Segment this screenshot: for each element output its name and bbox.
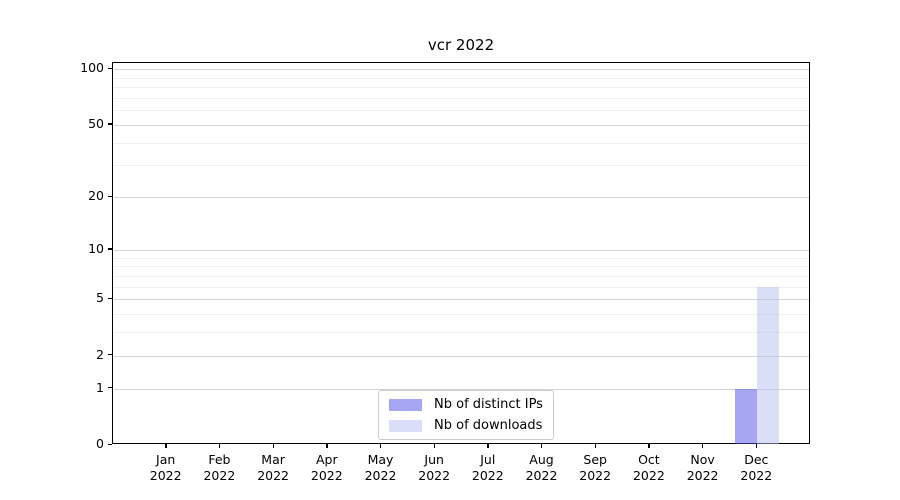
x-tick-label: Jul 2022 [456, 452, 520, 484]
x-tick-month: Dec [744, 452, 769, 467]
x-tick-year: 2022 [525, 468, 558, 483]
x-tick-month: Sep [583, 452, 607, 467]
x-tick-year: 2022 [364, 468, 397, 483]
minor-gridline [113, 257, 809, 259]
y-tick-mark [108, 443, 112, 445]
x-tick-month: May [367, 452, 394, 467]
x-tick-year: 2022 [203, 468, 236, 483]
y-tick-label: 2 [96, 346, 104, 362]
minor-gridline [113, 77, 809, 79]
major-gridline [113, 69, 809, 71]
x-tick-month: Jul [480, 452, 496, 467]
y-tick-mark [108, 195, 112, 197]
minor-gridline [113, 97, 809, 99]
legend-label-distinct-ips: Nb of distinct IPs [434, 397, 543, 412]
legend-item-downloads: Nb of downloads [389, 418, 543, 433]
y-tick-label: 20 [88, 188, 104, 204]
y-tick-label: 0 [96, 436, 104, 451]
minor-gridline [113, 165, 809, 167]
y-tick-mark [108, 123, 112, 125]
x-tick-label: Jan 2022 [134, 452, 198, 484]
y-tick-mark [108, 354, 112, 356]
x-tick-label: Dec 2022 [724, 452, 788, 484]
x-tick-mark [165, 444, 167, 448]
x-tick-label: Jun 2022 [402, 452, 466, 484]
plot-area [112, 62, 810, 444]
x-tick-month: Jun [424, 452, 444, 467]
legend: Nb of distinct IPs Nb of downloads [378, 390, 554, 440]
x-tick-mark [380, 444, 382, 448]
x-tick-label: Oct 2022 [617, 452, 681, 484]
legend-swatch-distinct-ips-icon [389, 398, 422, 411]
y-tick-label: 50 [88, 115, 104, 131]
legend-item-distinct-ips: Nb of distinct IPs [389, 397, 543, 412]
x-tick-year: 2022 [418, 468, 451, 483]
minor-gridline [113, 286, 809, 288]
x-tick-month: Oct [638, 452, 660, 467]
bar-downloads [757, 286, 780, 444]
x-tick-month: Jan [156, 452, 176, 467]
minor-gridline [113, 110, 809, 112]
major-gridline [113, 355, 809, 357]
x-tick-year: 2022 [257, 468, 289, 483]
minor-gridline [113, 142, 809, 144]
x-tick-mark [272, 444, 274, 448]
major-gridline [113, 197, 809, 199]
minor-gridline [113, 87, 809, 89]
y-tick-mark [108, 297, 112, 299]
x-tick-label: Feb 2022 [187, 452, 251, 484]
x-tick-mark [326, 444, 328, 448]
x-tick-month: Feb [208, 452, 231, 467]
minor-gridline [113, 313, 809, 315]
x-tick-mark [541, 444, 543, 448]
x-tick-year: 2022 [579, 468, 612, 483]
x-tick-mark [648, 444, 650, 448]
x-tick-year: 2022 [471, 468, 504, 483]
major-gridline [113, 388, 809, 390]
y-tick-mark [108, 67, 112, 70]
legend-label-downloads: Nb of downloads [434, 418, 543, 433]
chart-title: vcr 2022 [427, 36, 495, 54]
minor-gridline [113, 275, 809, 277]
x-tick-label: Sep 2022 [563, 452, 627, 484]
x-tick-year: 2022 [632, 468, 665, 483]
bar-distinct-ips [735, 388, 758, 444]
x-tick-month: Nov [690, 452, 715, 467]
x-tick-mark [702, 444, 704, 448]
x-tick-label: Nov 2022 [671, 452, 735, 484]
x-tick-month: Mar [261, 452, 285, 467]
x-tick-year: 2022 [740, 468, 773, 483]
y-tick-label: 1 [96, 379, 104, 395]
major-gridline [113, 299, 809, 301]
x-tick-mark [218, 444, 221, 448]
x-tick-year: 2022 [686, 468, 719, 483]
minor-gridline [113, 332, 809, 334]
y-tick-label: 5 [96, 290, 104, 306]
minor-gridline [113, 266, 809, 268]
major-gridline [113, 124, 809, 126]
y-tick-mark [108, 387, 112, 389]
y-tick-label: 10 [88, 240, 104, 256]
major-gridline [113, 249, 809, 251]
x-tick-mark [755, 444, 758, 448]
x-tick-mark [433, 444, 436, 448]
x-tick-label: Apr 2022 [295, 452, 359, 484]
x-tick-label: Aug 2022 [510, 452, 574, 484]
x-tick-month: Aug [529, 452, 554, 467]
x-tick-label: Mar 2022 [241, 452, 305, 484]
x-tick-mark [594, 444, 597, 448]
x-tick-year: 2022 [310, 468, 343, 483]
x-tick-label: May 2022 [349, 452, 413, 484]
x-tick-mark [487, 444, 489, 448]
y-tick-mark [108, 248, 112, 250]
y-tick-label: 100 [80, 60, 104, 76]
legend-swatch-downloads-icon [389, 419, 422, 432]
x-tick-year: 2022 [149, 468, 182, 483]
x-tick-month: Apr [315, 452, 338, 467]
